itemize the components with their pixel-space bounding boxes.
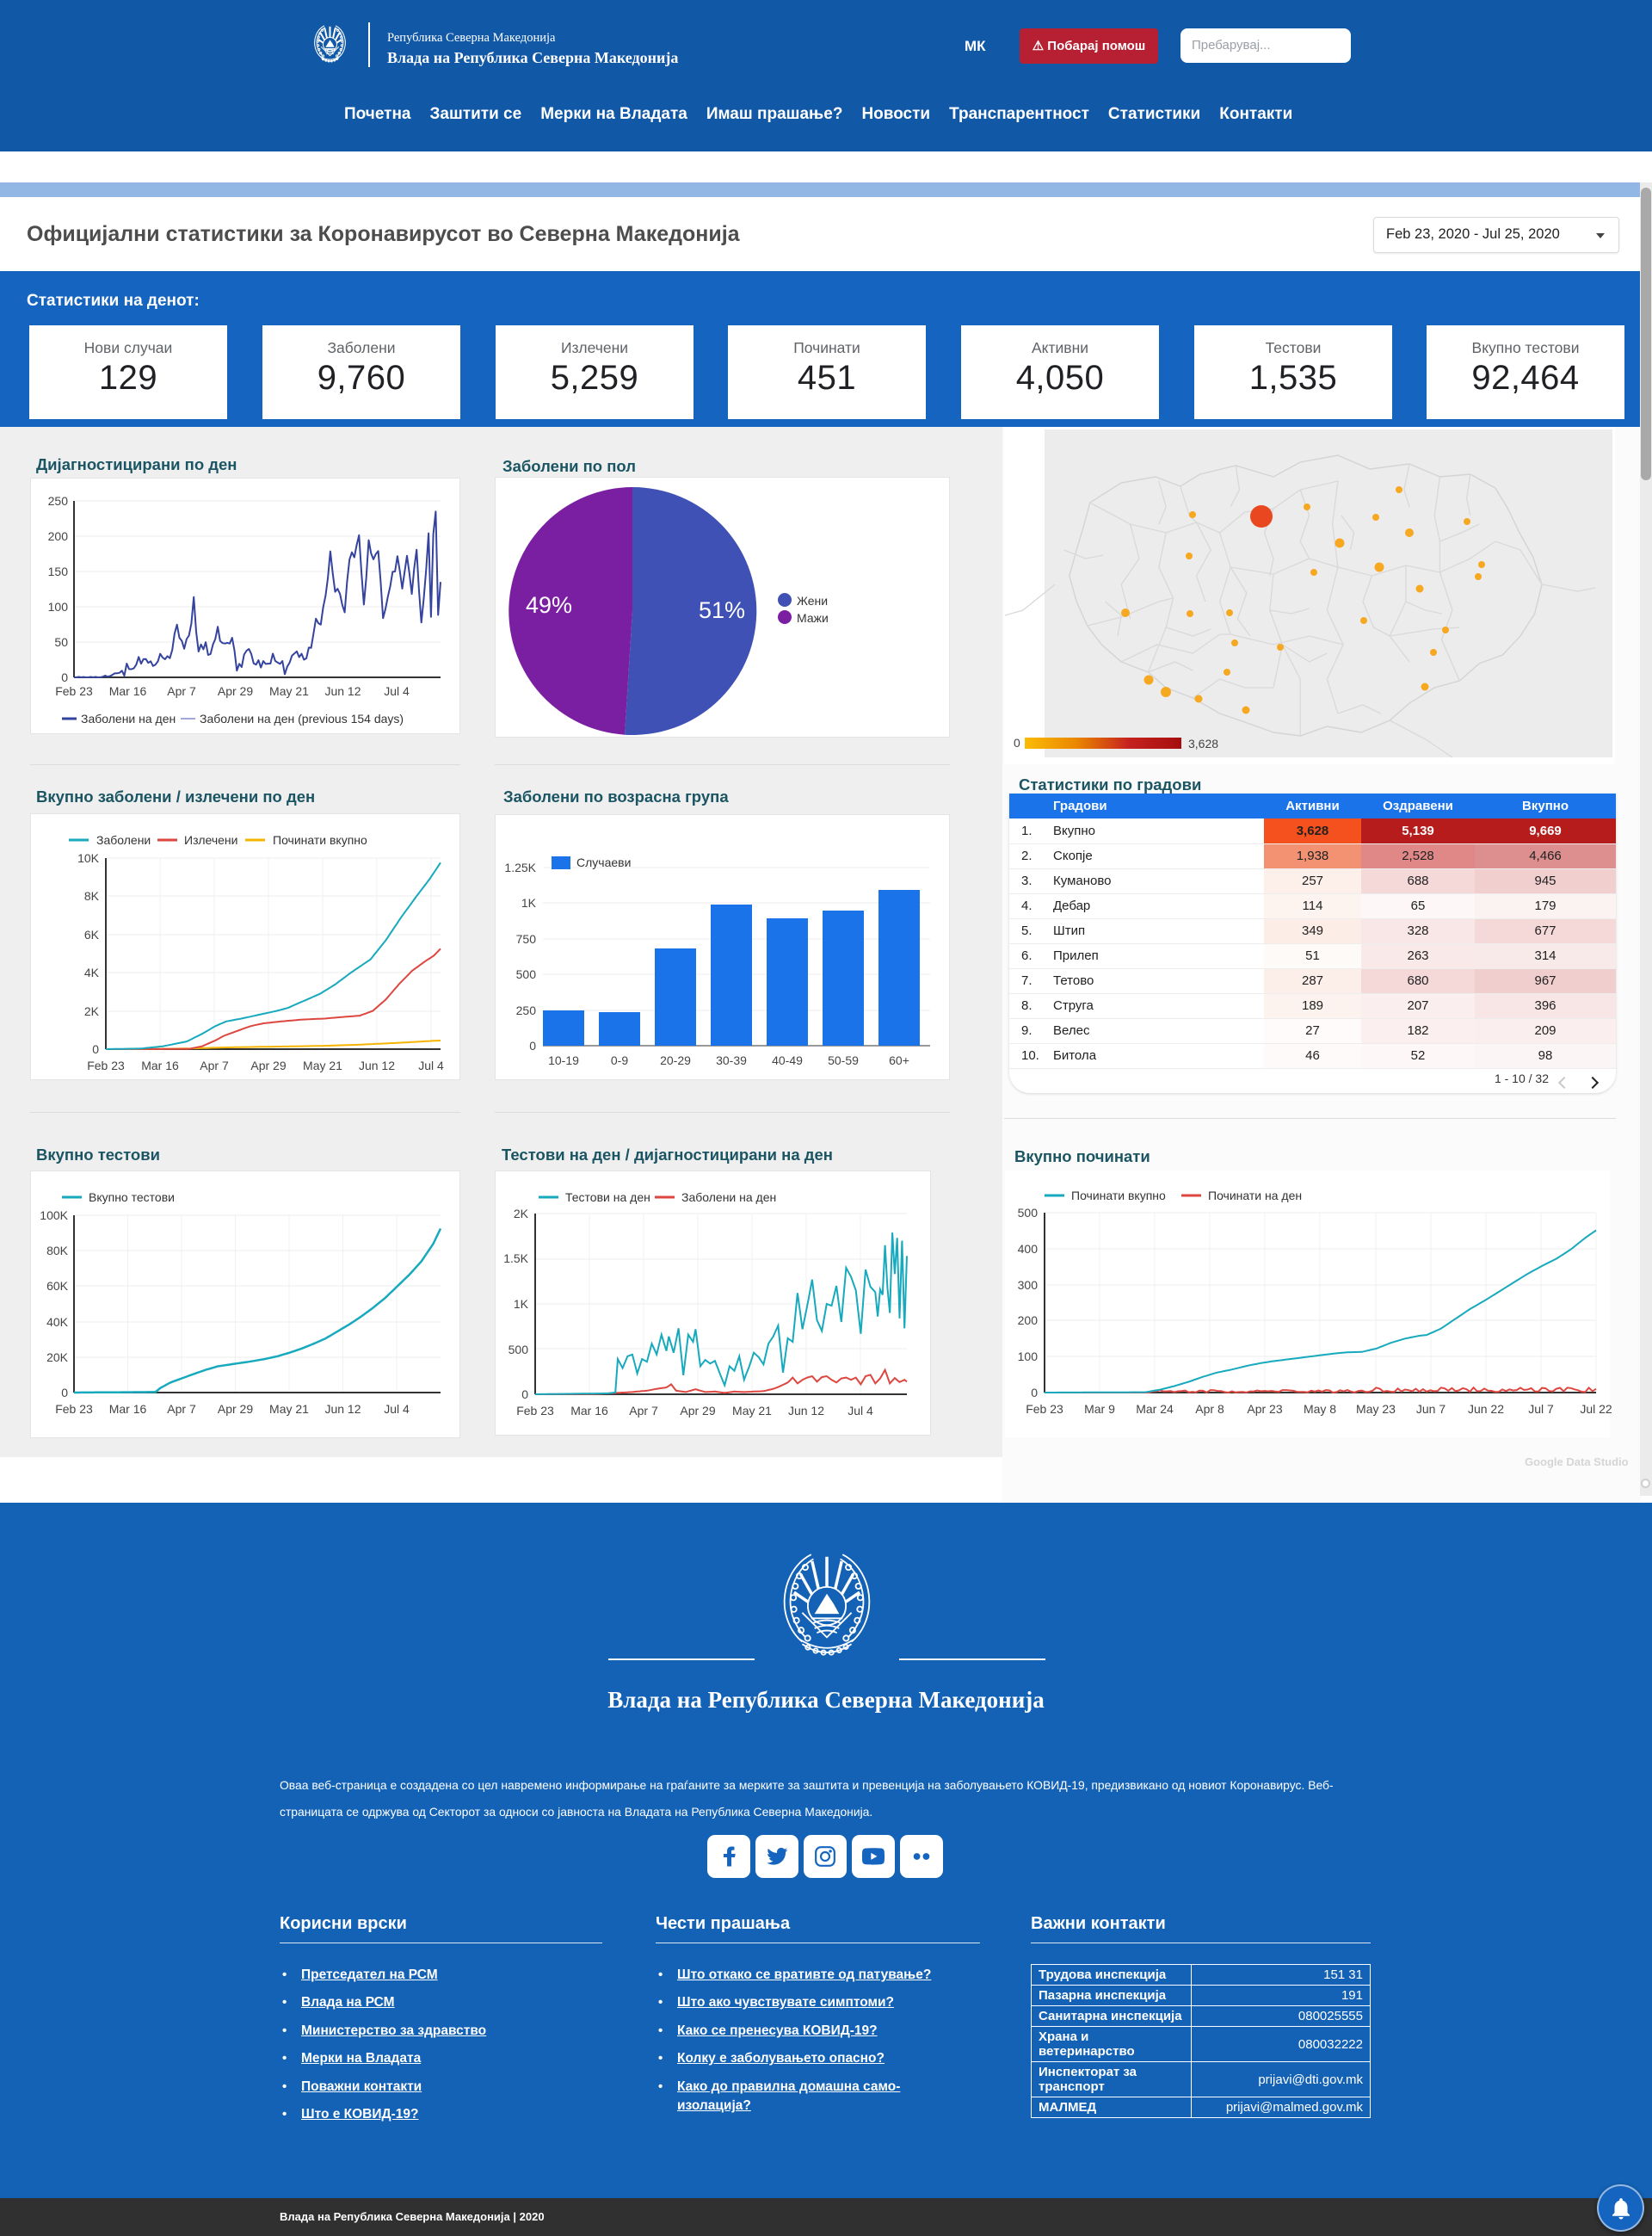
svg-text:0: 0 <box>61 670 68 684</box>
svg-text:Feb 23: Feb 23 <box>87 1059 125 1072</box>
svg-text:1K: 1K <box>514 1297 529 1311</box>
svg-text:250: 250 <box>48 494 69 508</box>
svg-text:100: 100 <box>48 600 69 614</box>
svg-text:30-39: 30-39 <box>716 1053 747 1067</box>
svg-text:0: 0 <box>1031 1386 1038 1399</box>
svg-text:10K: 10K <box>77 851 100 865</box>
svg-text:Mar 24: Mar 24 <box>1136 1402 1174 1416</box>
svg-text:60K: 60K <box>46 1279 69 1293</box>
svg-text:6K: 6K <box>84 928 100 942</box>
svg-text:Mar 9: Mar 9 <box>1084 1402 1115 1416</box>
svg-text:49%: 49% <box>526 592 572 618</box>
svg-text:0: 0 <box>529 1039 536 1053</box>
svg-text:Feb 23: Feb 23 <box>516 1404 554 1418</box>
svg-text:200: 200 <box>1018 1313 1039 1327</box>
svg-text:Заболени на ден (previous 154: Заболени на ден (previous 154 days) <box>200 712 404 726</box>
svg-text:400: 400 <box>1018 1242 1039 1256</box>
svg-text:Mar 16: Mar 16 <box>141 1059 179 1072</box>
svg-text:Jun 12: Jun 12 <box>359 1059 395 1072</box>
svg-text:Jul 4: Jul 4 <box>384 684 410 698</box>
svg-text:Jun 22: Jun 22 <box>1468 1402 1504 1416</box>
svg-text:Jun 12: Jun 12 <box>324 1402 361 1416</box>
svg-text:Apr 7: Apr 7 <box>629 1404 658 1418</box>
svg-text:80K: 80K <box>46 1244 69 1257</box>
svg-text:May 21: May 21 <box>269 1402 309 1416</box>
svg-text:1K: 1K <box>521 896 537 910</box>
svg-text:Feb 23: Feb 23 <box>1026 1402 1063 1416</box>
svg-text:Jun 7: Jun 7 <box>1416 1402 1446 1416</box>
svg-text:20-29: 20-29 <box>660 1053 691 1067</box>
svg-text:2K: 2K <box>84 1004 100 1018</box>
svg-text:40K: 40K <box>46 1315 69 1329</box>
svg-text:150: 150 <box>48 565 69 578</box>
svg-text:500: 500 <box>516 967 537 981</box>
svg-text:0: 0 <box>61 1386 68 1399</box>
svg-text:Apr 8: Apr 8 <box>1195 1402 1224 1416</box>
svg-text:300: 300 <box>1018 1278 1039 1292</box>
svg-text:Случаеви: Случаеви <box>576 855 631 869</box>
svg-text:Заболени: Заболени <box>96 833 151 847</box>
svg-text:May 8: May 8 <box>1304 1402 1336 1416</box>
svg-text:Mar 16: Mar 16 <box>109 684 147 698</box>
svg-text:Apr 29: Apr 29 <box>250 1059 286 1072</box>
svg-text:Jul 7: Jul 7 <box>1528 1402 1554 1416</box>
svg-text:Починати на ден: Починати на ден <box>1208 1189 1302 1202</box>
svg-text:Починати вкупно: Починати вкупно <box>1071 1189 1166 1202</box>
svg-text:Apr 7: Apr 7 <box>167 684 196 698</box>
svg-text:Mar 16: Mar 16 <box>109 1402 147 1416</box>
svg-text:Jul 4: Jul 4 <box>384 1402 410 1416</box>
svg-text:May 21: May 21 <box>269 684 309 698</box>
svg-text:Жени: Жени <box>797 594 828 608</box>
svg-text:Apr 29: Apr 29 <box>218 1402 253 1416</box>
svg-text:Feb 23: Feb 23 <box>55 684 93 698</box>
svg-text:May 23: May 23 <box>1356 1402 1396 1416</box>
svg-text:Apr 7: Apr 7 <box>200 1059 229 1072</box>
svg-text:100: 100 <box>1018 1350 1039 1363</box>
svg-text:Вкупно тестови: Вкупно тестови <box>89 1190 175 1204</box>
svg-text:1.25K: 1.25K <box>504 861 536 874</box>
svg-text:10-19: 10-19 <box>548 1053 579 1067</box>
svg-text:Jul 4: Jul 4 <box>418 1059 444 1072</box>
svg-text:Тестови на ден: Тестови на ден <box>565 1190 650 1204</box>
svg-text:0-9: 0-9 <box>611 1053 628 1067</box>
svg-text:1.5K: 1.5K <box>503 1251 528 1265</box>
svg-text:60+: 60+ <box>889 1053 909 1067</box>
svg-text:0: 0 <box>521 1387 528 1401</box>
svg-text:Заболени на ден: Заболени на ден <box>81 712 176 726</box>
svg-text:4K: 4K <box>84 966 100 979</box>
svg-text:50: 50 <box>54 635 68 649</box>
svg-text:Мажи: Мажи <box>797 611 829 625</box>
svg-text:250: 250 <box>516 1004 537 1017</box>
svg-text:May 21: May 21 <box>732 1404 772 1418</box>
svg-text:500: 500 <box>509 1343 529 1356</box>
svg-text:Apr 23: Apr 23 <box>1247 1402 1282 1416</box>
svg-text:Apr 29: Apr 29 <box>218 684 253 698</box>
svg-text:Feb 23: Feb 23 <box>55 1402 93 1416</box>
svg-text:Apr 7: Apr 7 <box>167 1402 196 1416</box>
svg-text:Jul 22: Jul 22 <box>1580 1402 1612 1416</box>
svg-text:Jun 12: Jun 12 <box>788 1404 824 1418</box>
svg-text:500: 500 <box>1018 1206 1039 1220</box>
svg-text:Излечени: Излечени <box>184 833 237 847</box>
svg-text:Заболени на ден: Заболени на ден <box>681 1190 776 1204</box>
svg-text:0: 0 <box>92 1042 99 1056</box>
svg-text:51%: 51% <box>699 597 745 623</box>
svg-text:Починати вкупно: Починати вкупно <box>273 833 367 847</box>
svg-text:50-59: 50-59 <box>828 1053 859 1067</box>
svg-text:40-49: 40-49 <box>772 1053 803 1067</box>
svg-text:Jun 12: Jun 12 <box>324 684 361 698</box>
svg-text:20K: 20K <box>46 1350 69 1364</box>
svg-text:8K: 8K <box>84 889 100 903</box>
svg-text:Apr 29: Apr 29 <box>680 1404 715 1418</box>
svg-text:Mar 16: Mar 16 <box>570 1404 608 1418</box>
svg-text:May 21: May 21 <box>303 1059 342 1072</box>
svg-text:Jul 4: Jul 4 <box>848 1404 873 1418</box>
svg-text:100K: 100K <box>40 1208 68 1222</box>
svg-text:200: 200 <box>48 529 69 543</box>
svg-text:2K: 2K <box>514 1207 529 1220</box>
svg-text:750: 750 <box>516 932 537 946</box>
